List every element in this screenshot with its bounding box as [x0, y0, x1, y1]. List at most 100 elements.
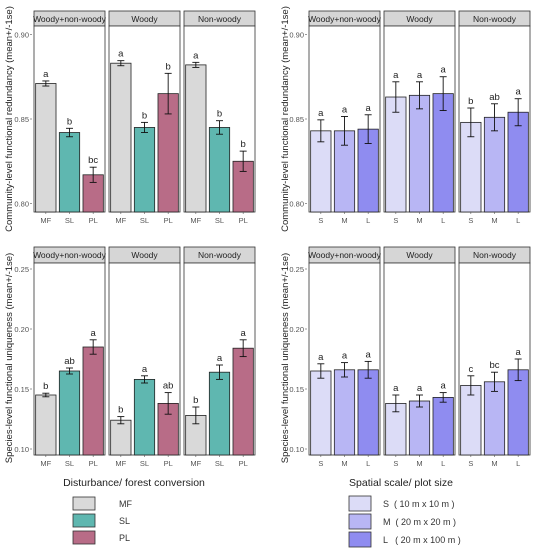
- legend-swatch-pl: [72, 530, 96, 545]
- legend-label-sl: SL: [119, 516, 130, 526]
- bar-sl: [208, 127, 231, 213]
- facet-title: Woody: [131, 250, 158, 260]
- significance-label: a: [516, 347, 522, 358]
- y-tick-label: 0.25: [14, 265, 29, 274]
- x-tick-label: PL: [89, 216, 98, 225]
- bar-l: [432, 396, 454, 456]
- facet-2: Woody a Sa Ma L: [383, 246, 456, 468]
- panels-group: Community-level functional redundancy (m…: [4, 6, 531, 468]
- legend-right: S ( 10 m x 10 m ) M ( 20 m x 20 m ) L ( …: [348, 495, 461, 548]
- y-tick-label: 0.90: [289, 30, 304, 39]
- bar-sl: [133, 378, 156, 456]
- x-tick-label: L: [441, 459, 445, 468]
- significance-label: a: [118, 49, 124, 60]
- facet-1: Woody+non-woody a MF b SL bc PL: [33, 10, 107, 225]
- significance-label: a: [217, 353, 223, 364]
- x-tick-label: S: [318, 216, 323, 225]
- significance-label: a: [318, 108, 324, 119]
- x-tick-label: L: [366, 216, 370, 225]
- bar-m: [408, 94, 431, 213]
- y-tick-label: 0.10: [14, 445, 29, 454]
- bar-mf: [110, 419, 132, 456]
- bar-mf: [185, 64, 207, 213]
- significance-label: a: [241, 328, 247, 339]
- facet-3: Non-woody a MF b SL b PL: [183, 10, 256, 225]
- facet-1: Woody+non-woody a Sa Ma L: [308, 246, 382, 468]
- legend-label-m: M ( 20 m x 20 m ): [383, 517, 456, 527]
- facet-title: Non-woody: [473, 250, 517, 260]
- legend-label-l: L ( 20 m x 100 m ): [383, 535, 461, 545]
- y-tick-label: 0.15: [14, 385, 29, 394]
- facet-3: Non-woody b MF a SL a PL: [183, 246, 256, 468]
- x-tick-label: MF: [115, 216, 126, 225]
- legend-label-pl: PL: [119, 533, 130, 543]
- significance-label: b: [43, 381, 48, 392]
- significance-label: a: [417, 383, 423, 394]
- facet-3: Non-woody c Sbc Ma L: [458, 246, 531, 468]
- x-tick-label: S: [468, 216, 473, 225]
- y-axis-title: Community-level functional redundancy (m…: [280, 6, 291, 232]
- x-tick-label: PL: [164, 216, 173, 225]
- bar-s: [460, 384, 482, 456]
- legend-label-s: S ( 10 m x 10 m ): [383, 499, 455, 509]
- bar-m: [333, 369, 356, 456]
- x-tick-label: PL: [239, 216, 248, 225]
- significance-label: a: [417, 70, 423, 81]
- facet-2: Woody a MF b SL b PL: [108, 10, 181, 225]
- x-tick-label: L: [516, 216, 520, 225]
- facet-title: Woody: [406, 250, 433, 260]
- facet-title: Woody: [131, 14, 158, 24]
- x-tick-label: MF: [190, 216, 201, 225]
- significance-label: a: [393, 383, 399, 394]
- significance-label: b: [166, 61, 171, 72]
- facet-2: Woody b MF a SL ab PL: [108, 246, 181, 468]
- legend-label-mf: MF: [119, 499, 132, 509]
- x-tick-label: L: [441, 216, 445, 225]
- right-x-axis-title: Spatial scale/ plot size: [349, 477, 453, 489]
- significance-label: b: [118, 405, 123, 416]
- x-tick-label: SL: [65, 216, 74, 225]
- significance-label: ab: [163, 381, 174, 392]
- bar-mf: [35, 394, 57, 456]
- significance-label: a: [342, 351, 348, 362]
- facet-title: Woody+non-woody: [308, 14, 382, 24]
- legend-swatch-mf: [72, 496, 96, 511]
- bar-sl: [58, 370, 81, 456]
- bar-m: [408, 400, 431, 456]
- bar-s: [310, 130, 332, 213]
- bar-s: [310, 370, 332, 456]
- facet-title: Non-woody: [198, 14, 242, 24]
- y-tick-label: 0.85: [289, 115, 304, 124]
- significance-label: a: [516, 87, 522, 98]
- x-tick-label: S: [318, 459, 323, 468]
- significance-label: bc: [88, 155, 98, 166]
- bar-sl: [133, 127, 156, 213]
- bar-pl: [232, 347, 254, 456]
- bar-sl: [58, 132, 81, 213]
- y-axis-title: Community-level functional redundancy (m…: [4, 6, 15, 232]
- significance-label: a: [441, 381, 447, 392]
- significance-label: c: [468, 364, 473, 375]
- y-axis-title: Species-level functional uniqueness (mea…: [280, 253, 291, 463]
- facet-title: Woody+non-woody: [33, 250, 107, 260]
- significance-label: a: [366, 103, 372, 114]
- y-axis-title: Species-level functional uniqueness (mea…: [4, 253, 15, 463]
- significance-label: b: [217, 109, 222, 120]
- facet-2: Woody a Sa Ma L: [383, 10, 456, 225]
- y-tick-label: 0.90: [14, 30, 29, 39]
- x-tick-label: S: [393, 459, 398, 468]
- bar-s: [385, 96, 407, 213]
- chart-panel-3: Species-level functional uniqueness (mea…: [4, 246, 256, 468]
- significance-label: a: [441, 65, 447, 76]
- facet-title: Non-woody: [473, 14, 517, 24]
- x-tick-label: PL: [164, 459, 173, 468]
- x-tick-label: SL: [215, 459, 224, 468]
- y-tick-label: 0.25: [289, 265, 304, 274]
- x-tick-label: M: [416, 216, 422, 225]
- x-tick-label: MF: [40, 459, 51, 468]
- bar-l: [507, 369, 529, 456]
- chart-panel-1: Community-level functional redundancy (m…: [4, 6, 256, 232]
- legend-swatch-l: [348, 531, 372, 548]
- facet-title: Woody+non-woody: [33, 14, 107, 24]
